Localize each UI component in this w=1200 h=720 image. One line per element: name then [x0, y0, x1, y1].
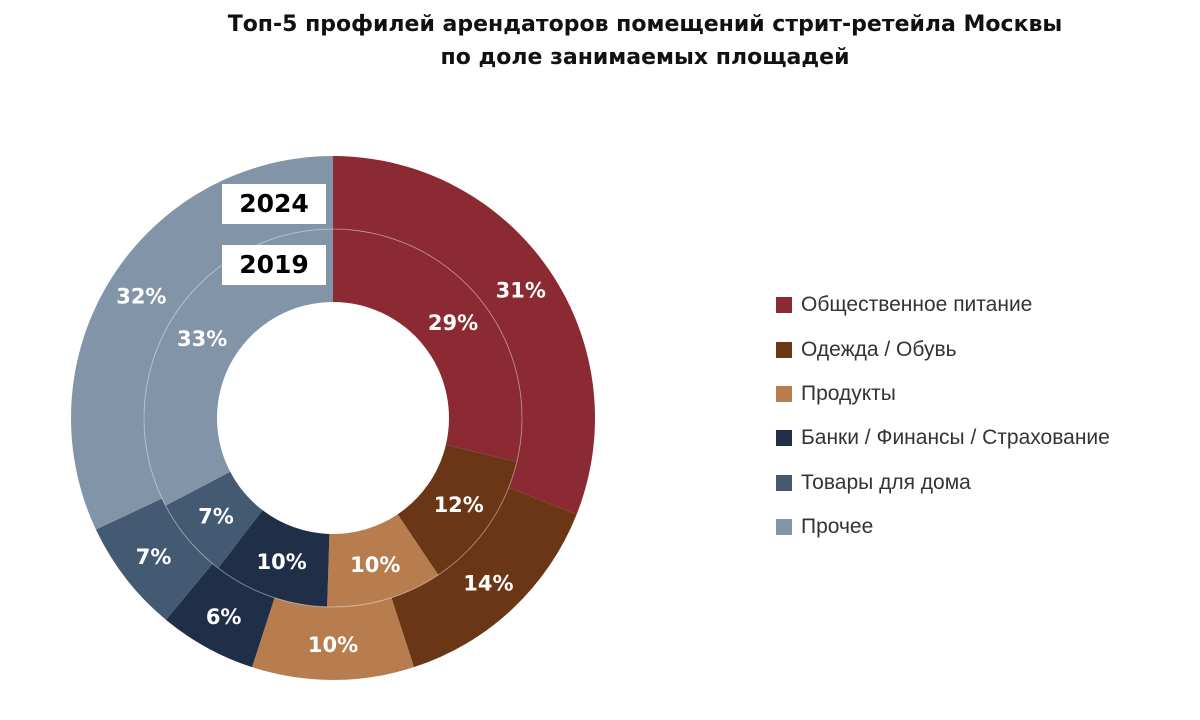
chart-legend: Общественное питание Одежда / Обувь Продук…	[776, 283, 1110, 549]
segment-2019-6	[143, 228, 333, 506]
chart-title: Топ-5 профилей арендаторов помещений стр…	[0, 8, 1200, 74]
legend-swatch	[776, 519, 792, 536]
segment-2024-6	[70, 156, 333, 530]
segment-2019-5	[165, 471, 263, 569]
segment-label-2019-4: 10%	[257, 550, 307, 574]
chart-title-line-2: по доле занимаемых площадей	[440, 45, 850, 70]
legend-swatch	[776, 341, 792, 358]
segment-label-2019-6: 33%	[177, 327, 227, 351]
legend-item: Продукты	[776, 372, 1110, 416]
legend-label: Одежда / Обувь	[801, 337, 957, 361]
legend-item: Одежда / Обувь	[776, 327, 1110, 371]
segment-2019-4	[218, 510, 330, 607]
segment-2024-4	[165, 563, 275, 668]
segment-label-2019-5: 7%	[198, 505, 234, 529]
segment-label-2024-4: 6%	[206, 605, 242, 629]
legend-label: Общественное питание	[801, 293, 1033, 317]
segment-label-2019-1: 29%	[428, 311, 478, 335]
segment-2024-5	[95, 498, 213, 620]
legend-item: Прочее	[776, 505, 1110, 549]
legend-item: Товары для дома	[776, 461, 1110, 505]
segment-label-2024-6: 32%	[116, 284, 166, 308]
ring-separator	[143, 228, 523, 608]
segment-2019-1	[333, 229, 522, 462]
segment-label-2019-2: 12%	[434, 493, 484, 517]
legend-swatch	[776, 430, 792, 447]
segment-2024-2	[391, 487, 577, 668]
year-label-2024: 2024	[222, 184, 326, 224]
segment-label-2019-3: 10%	[350, 553, 400, 577]
segment-label-2024-5: 7%	[136, 545, 172, 569]
legend-item: Банки / Финансы / Страхование	[776, 416, 1110, 460]
segment-2019-3	[327, 514, 439, 607]
segment-label-2024-2: 14%	[463, 571, 513, 595]
segment-label-2024-3: 10%	[308, 633, 358, 657]
segment-2024-3	[252, 597, 414, 680]
legend-swatch	[776, 297, 792, 314]
legend-label: Прочее	[801, 515, 874, 539]
segment-2019-2	[397, 444, 517, 575]
legend-label: Товары для дома	[801, 470, 971, 494]
legend-label: Банки / Финансы / Страхование	[801, 426, 1110, 450]
legend-swatch	[776, 474, 792, 491]
legend-swatch	[776, 385, 792, 402]
chart-title-line-1: Топ-5 профилей арендаторов помещений стр…	[227, 12, 1063, 37]
year-label-2019: 2019	[222, 245, 326, 285]
segment-2024-1	[333, 156, 595, 515]
legend-label: Продукты	[801, 381, 896, 405]
legend-item: Общественное питание	[776, 283, 1110, 327]
segment-label-2024-1: 31%	[496, 278, 546, 302]
